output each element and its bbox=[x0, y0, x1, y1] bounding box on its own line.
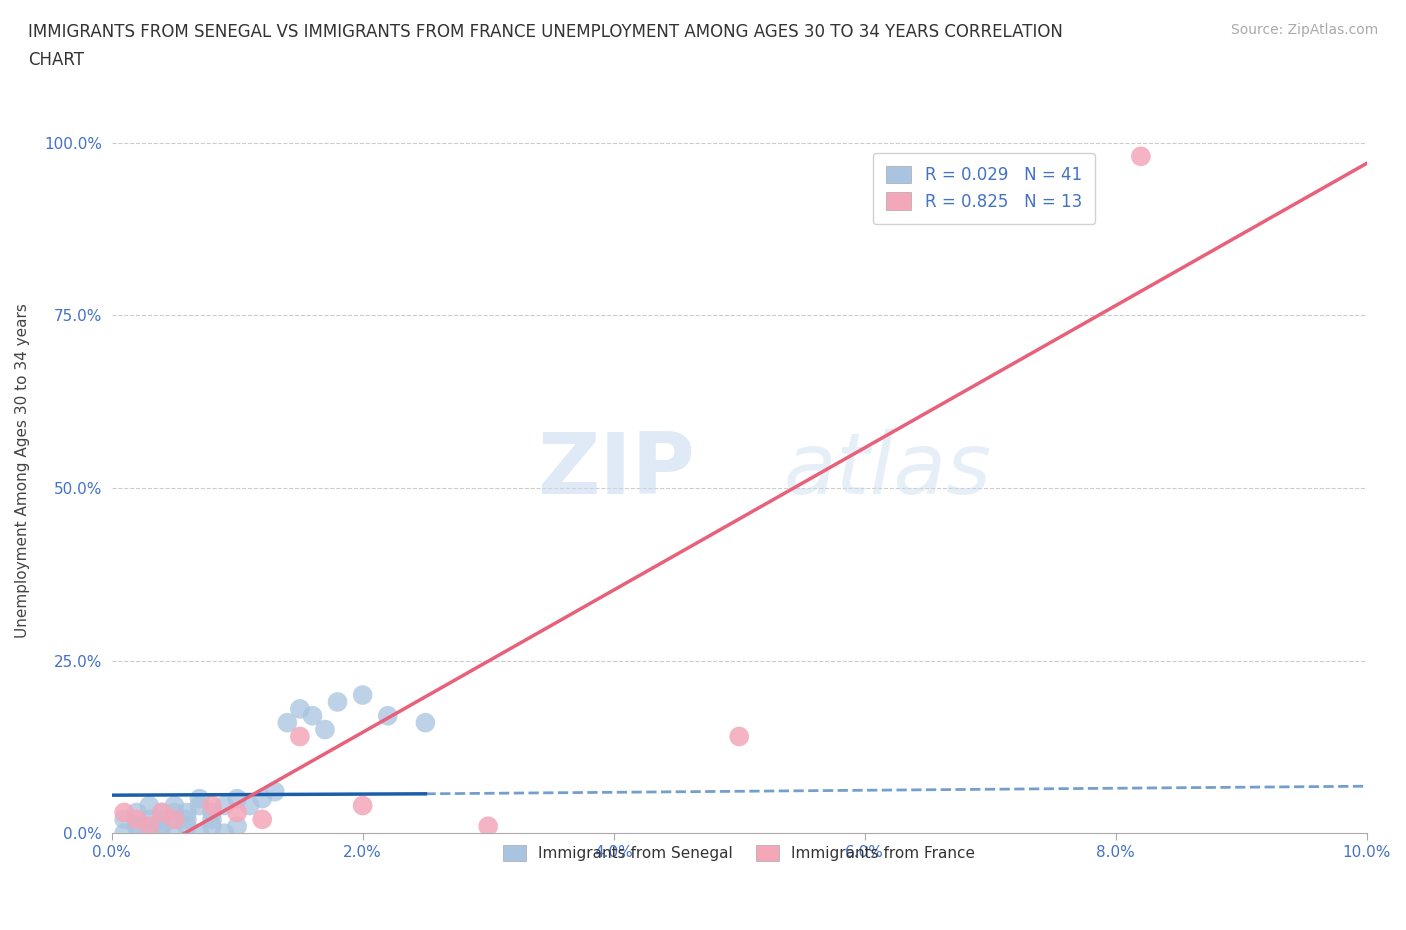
Point bbox=[477, 818, 499, 833]
Point bbox=[214, 798, 236, 813]
Point bbox=[125, 818, 148, 833]
Point bbox=[150, 805, 173, 820]
Text: ZIP: ZIP bbox=[537, 429, 696, 512]
Point bbox=[239, 798, 262, 813]
Point bbox=[201, 818, 224, 833]
Point bbox=[415, 715, 437, 730]
Point bbox=[125, 812, 148, 827]
Point bbox=[112, 812, 135, 827]
Point bbox=[150, 805, 173, 820]
Point bbox=[138, 798, 160, 813]
Point bbox=[288, 701, 311, 716]
Point bbox=[377, 709, 399, 724]
Point bbox=[176, 805, 198, 820]
Point bbox=[188, 826, 211, 841]
Point bbox=[314, 722, 336, 737]
Point bbox=[150, 818, 173, 833]
Point bbox=[176, 818, 198, 833]
Point bbox=[176, 812, 198, 827]
Point bbox=[125, 818, 148, 833]
Point bbox=[138, 826, 160, 841]
Point bbox=[1129, 149, 1152, 164]
Legend: Immigrants from Senegal, Immigrants from France: Immigrants from Senegal, Immigrants from… bbox=[495, 838, 983, 869]
Point bbox=[163, 805, 186, 820]
Point bbox=[201, 805, 224, 820]
Point bbox=[252, 812, 274, 827]
Point bbox=[125, 805, 148, 820]
Point bbox=[288, 729, 311, 744]
Point bbox=[112, 805, 135, 820]
Point bbox=[326, 695, 349, 710]
Point bbox=[138, 818, 160, 833]
Point bbox=[226, 805, 249, 820]
Point bbox=[188, 791, 211, 806]
Point bbox=[163, 798, 186, 813]
Point bbox=[201, 798, 224, 813]
Point bbox=[201, 812, 224, 827]
Point bbox=[150, 818, 173, 833]
Text: Source: ZipAtlas.com: Source: ZipAtlas.com bbox=[1230, 23, 1378, 37]
Point bbox=[138, 812, 160, 827]
Point bbox=[301, 709, 323, 724]
Point bbox=[728, 729, 751, 744]
Point bbox=[163, 812, 186, 827]
Point bbox=[263, 784, 285, 799]
Point bbox=[226, 791, 249, 806]
Point bbox=[112, 826, 135, 841]
Point bbox=[188, 798, 211, 813]
Point bbox=[352, 798, 374, 813]
Point bbox=[252, 791, 274, 806]
Point bbox=[276, 715, 298, 730]
Point bbox=[138, 818, 160, 833]
Point bbox=[163, 826, 186, 841]
Text: IMMIGRANTS FROM SENEGAL VS IMMIGRANTS FROM FRANCE UNEMPLOYMENT AMONG AGES 30 TO : IMMIGRANTS FROM SENEGAL VS IMMIGRANTS FR… bbox=[28, 23, 1063, 41]
Point bbox=[214, 826, 236, 841]
Point bbox=[163, 812, 186, 827]
Point bbox=[226, 818, 249, 833]
Point bbox=[352, 687, 374, 702]
Text: CHART: CHART bbox=[28, 51, 84, 69]
Text: atlas: atlas bbox=[783, 429, 991, 512]
Y-axis label: Unemployment Among Ages 30 to 34 years: Unemployment Among Ages 30 to 34 years bbox=[15, 303, 30, 638]
Point bbox=[150, 812, 173, 827]
